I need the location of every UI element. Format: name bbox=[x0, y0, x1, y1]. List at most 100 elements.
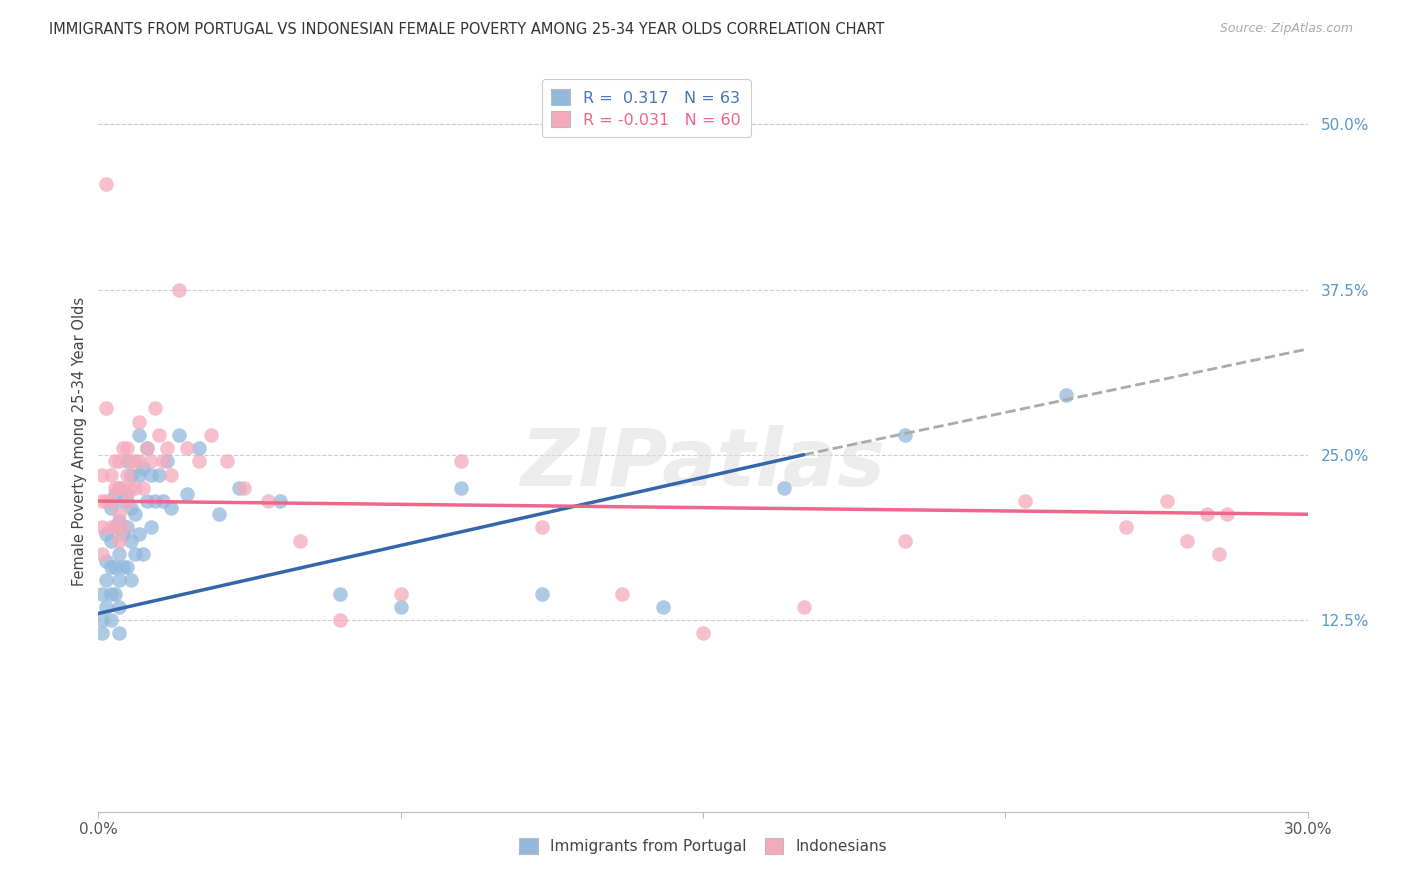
Point bbox=[450, 481, 472, 495]
Point bbox=[100, 613, 122, 627]
Point bbox=[143, 401, 166, 416]
Point bbox=[100, 520, 122, 534]
Point bbox=[217, 454, 239, 468]
Point bbox=[1014, 494, 1036, 508]
Point bbox=[128, 467, 150, 482]
Point bbox=[103, 586, 125, 600]
Point bbox=[389, 586, 412, 600]
Point bbox=[152, 454, 174, 468]
Point bbox=[91, 626, 114, 640]
Point bbox=[120, 574, 142, 588]
Point bbox=[269, 494, 291, 508]
Point bbox=[120, 533, 142, 548]
Point bbox=[103, 520, 125, 534]
Point bbox=[232, 481, 254, 495]
Point bbox=[100, 467, 122, 482]
Point bbox=[111, 560, 134, 574]
Point bbox=[148, 428, 170, 442]
Point bbox=[1156, 494, 1178, 508]
Legend: Immigrants from Portugal, Indonesians: Immigrants from Portugal, Indonesians bbox=[510, 829, 896, 863]
Point bbox=[450, 454, 472, 468]
Point bbox=[772, 481, 794, 495]
Y-axis label: Female Poverty Among 25-34 Year Olds: Female Poverty Among 25-34 Year Olds bbox=[72, 297, 87, 586]
Point bbox=[96, 527, 118, 541]
Point bbox=[96, 494, 118, 508]
Point bbox=[96, 553, 118, 567]
Point bbox=[107, 514, 129, 528]
Point bbox=[115, 441, 138, 455]
Point bbox=[115, 494, 138, 508]
Point bbox=[107, 574, 129, 588]
Point bbox=[1054, 388, 1077, 402]
Point bbox=[91, 494, 114, 508]
Point bbox=[96, 574, 118, 588]
Point bbox=[176, 441, 198, 455]
Point bbox=[128, 454, 150, 468]
Point bbox=[115, 487, 138, 501]
Point bbox=[107, 481, 129, 495]
Point bbox=[530, 520, 553, 534]
Point bbox=[111, 520, 134, 534]
Point bbox=[160, 467, 183, 482]
Point bbox=[692, 626, 714, 640]
Point bbox=[188, 454, 211, 468]
Point bbox=[100, 560, 122, 574]
Point bbox=[651, 599, 673, 614]
Point bbox=[120, 454, 142, 468]
Point bbox=[107, 547, 129, 561]
Point bbox=[96, 401, 118, 416]
Point bbox=[103, 560, 125, 574]
Point bbox=[135, 441, 157, 455]
Point bbox=[188, 441, 211, 455]
Point bbox=[103, 454, 125, 468]
Point bbox=[103, 487, 125, 501]
Point bbox=[100, 586, 122, 600]
Point bbox=[91, 586, 114, 600]
Point bbox=[156, 441, 179, 455]
Point bbox=[107, 626, 129, 640]
Point bbox=[288, 533, 311, 548]
Point bbox=[167, 283, 190, 297]
Point bbox=[389, 599, 412, 614]
Text: Source: ZipAtlas.com: Source: ZipAtlas.com bbox=[1219, 22, 1353, 36]
Point bbox=[176, 487, 198, 501]
Point bbox=[91, 467, 114, 482]
Point bbox=[124, 547, 146, 561]
Point bbox=[107, 481, 129, 495]
Point bbox=[143, 494, 166, 508]
Point bbox=[893, 428, 915, 442]
Point bbox=[120, 481, 142, 495]
Point bbox=[200, 428, 222, 442]
Point bbox=[96, 177, 118, 191]
Point bbox=[148, 467, 170, 482]
Point bbox=[91, 613, 114, 627]
Point bbox=[128, 415, 150, 429]
Point bbox=[115, 520, 138, 534]
Point bbox=[111, 481, 134, 495]
Point bbox=[139, 467, 162, 482]
Point bbox=[139, 454, 162, 468]
Point bbox=[1175, 533, 1198, 548]
Point bbox=[530, 586, 553, 600]
Point bbox=[124, 481, 146, 495]
Point bbox=[124, 508, 146, 522]
Point bbox=[135, 494, 157, 508]
Point bbox=[1216, 508, 1239, 522]
Point bbox=[120, 500, 142, 515]
Text: IMMIGRANTS FROM PORTUGAL VS INDONESIAN FEMALE POVERTY AMONG 25-34 YEAR OLDS CORR: IMMIGRANTS FROM PORTUGAL VS INDONESIAN F… bbox=[49, 22, 884, 37]
Point bbox=[107, 508, 129, 522]
Point bbox=[128, 428, 150, 442]
Point bbox=[100, 500, 122, 515]
Point bbox=[132, 461, 155, 475]
Point bbox=[1115, 520, 1137, 534]
Point bbox=[115, 454, 138, 468]
Point bbox=[103, 520, 125, 534]
Point bbox=[256, 494, 278, 508]
Point bbox=[793, 599, 815, 614]
Point bbox=[1195, 508, 1218, 522]
Point bbox=[91, 520, 114, 534]
Point bbox=[100, 533, 122, 548]
Point bbox=[208, 508, 231, 522]
Point bbox=[111, 494, 134, 508]
Point bbox=[329, 613, 352, 627]
